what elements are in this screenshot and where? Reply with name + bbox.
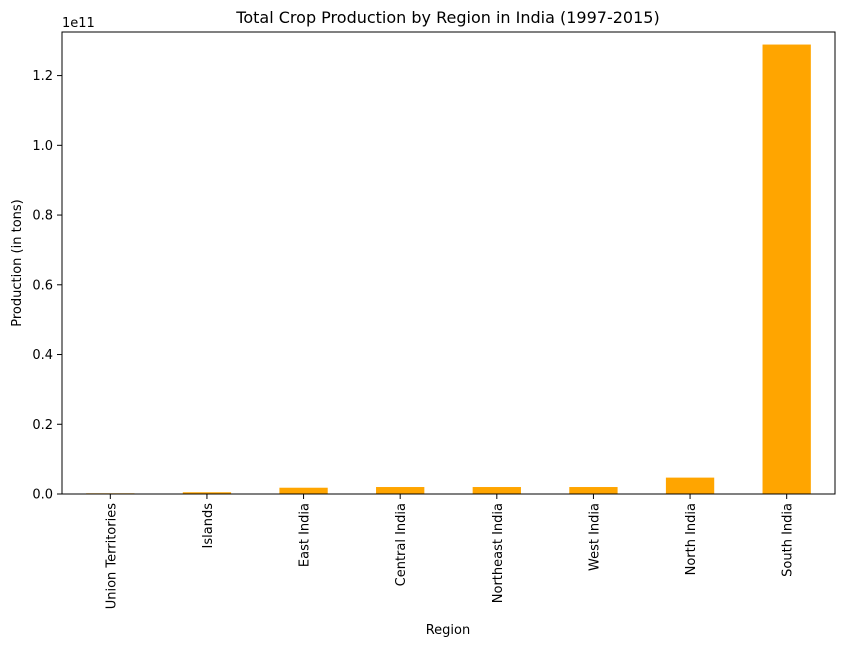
y-tick-label-3: 0.6 [32,278,53,293]
plot-frame [61,31,836,495]
y-tick-label-1: 0.2 [32,418,53,433]
x-axis-ticks: Union Territories Islands East India Centra… [104,494,796,609]
y-tick-label-5: 1.0 [32,139,53,154]
y-tick-label-6: 1.2 [32,69,53,84]
x-tick-label-6: North India [684,503,699,575]
bar-5 [569,487,618,494]
y-axis-multiplier: 1e11 [62,16,95,31]
x-tick-label-3: Central India [394,503,409,586]
bar-7 [762,44,811,494]
x-axis-label: Region [426,623,471,638]
x-tick-label-7: South India [781,503,796,577]
bar-6 [665,477,715,494]
x-tick-label-5: West India [587,503,602,571]
x-tick-label-0: Union Territories [104,503,119,609]
y-axis-ticks: 0.0 0.2 0.4 0.6 0.8 1.0 1.2 [32,69,62,503]
bar-4 [472,487,521,494]
chart-title: Total Crop Production by Region in India… [235,8,659,27]
bar-3 [376,487,425,494]
x-tick-label-4: Northeast India [491,503,506,603]
x-tick-label-1: Islands [201,503,216,549]
y-tick-label-0: 0.0 [32,488,53,503]
y-tick-label-2: 0.4 [32,348,53,363]
bars-group [86,44,811,494]
bar-1 [182,492,232,494]
y-tick-label-4: 0.8 [32,209,53,224]
bar-2 [279,487,328,494]
x-tick-label-2: East India [298,503,313,567]
y-axis-label: Production (in tons) [10,199,25,327]
